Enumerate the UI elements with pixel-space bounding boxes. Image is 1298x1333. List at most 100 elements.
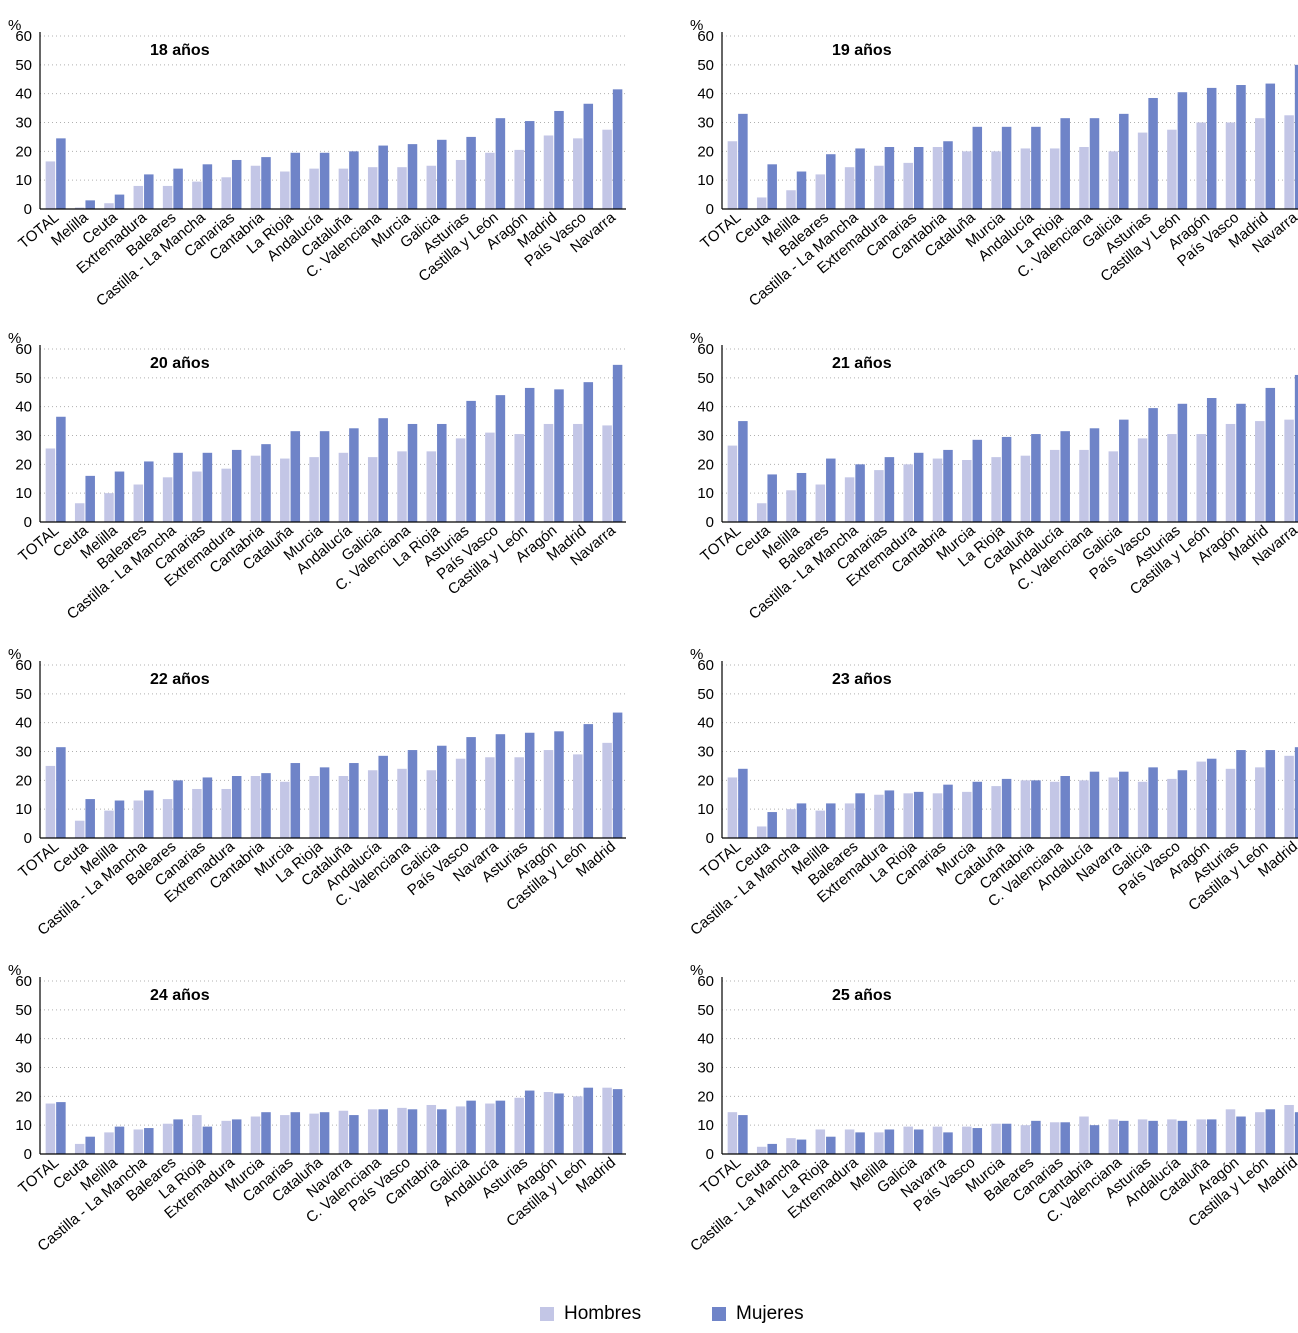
bar-mujeres (1294, 374, 1298, 522)
bar-mujeres (349, 763, 359, 838)
bar-mujeres (1148, 97, 1158, 209)
bar-mujeres (1089, 771, 1100, 838)
bar-hombres (74, 1143, 85, 1154)
bar-mujeres (524, 1090, 535, 1154)
bar-hombres (727, 1112, 738, 1154)
bar-mujeres (796, 803, 807, 838)
y-tick-label: 40 (697, 86, 714, 103)
y-tick-label: 10 (15, 1117, 32, 1134)
bar-mujeres (943, 449, 953, 522)
bar-mujeres (1206, 1119, 1217, 1154)
y-axis-label: % (8, 330, 21, 347)
y-tick-label: 40 (697, 399, 714, 416)
y-tick-label: 50 (15, 57, 32, 74)
bar-hombres (133, 185, 144, 209)
bar-hombres (1049, 449, 1060, 522)
y-tick-label: 0 (706, 514, 714, 531)
bar-hombres (1049, 1122, 1060, 1154)
bar-mujeres (466, 136, 476, 209)
y-tick-label: 40 (697, 1031, 714, 1048)
bar-hombres (309, 168, 319, 209)
bar-mujeres (855, 1132, 865, 1154)
bar-hombres (426, 1104, 437, 1154)
bar-hombres (309, 776, 319, 838)
bar-mujeres (612, 1089, 623, 1154)
bar-mujeres (202, 777, 213, 838)
bar-hombres (221, 788, 231, 838)
bar-hombres (397, 1107, 407, 1154)
y-tick-label: 30 (15, 744, 32, 761)
bar-hombres (543, 423, 554, 522)
bar-mujeres (826, 154, 836, 209)
bar-mujeres (972, 1128, 983, 1154)
bar-mujeres (884, 790, 895, 838)
y-tick-label: 50 (15, 686, 32, 703)
bar-mujeres (1265, 750, 1276, 838)
bar-hombres (756, 197, 767, 209)
y-tick-label: 50 (697, 57, 714, 74)
bar-hombres (250, 455, 261, 522)
bar-mujeres (767, 1143, 777, 1154)
bar-mujeres (1060, 431, 1070, 522)
bar-hombres (250, 1116, 261, 1154)
bar-mujeres (407, 1109, 418, 1154)
bar-hombres (45, 1103, 56, 1154)
bar-mujeres (943, 1132, 953, 1154)
bar-mujeres (1119, 771, 1129, 838)
bar-mujeres (495, 395, 506, 522)
bar-hombres (45, 161, 56, 209)
bar-mujeres (466, 737, 476, 838)
y-tick-label: 20 (15, 143, 32, 160)
bar-hombres (1225, 768, 1236, 838)
bar-hombres (192, 181, 202, 209)
y-tick-label: 50 (697, 1002, 714, 1019)
bar-hombres (514, 757, 524, 838)
y-tick-label: 10 (697, 485, 714, 502)
bar-hombres (991, 1123, 1001, 1154)
bar-mujeres (261, 444, 271, 522)
bar-hombres (1255, 767, 1265, 838)
bar-mujeres (1089, 1125, 1100, 1154)
bar-hombres (338, 776, 349, 838)
bar-hombres (932, 147, 943, 209)
bar-hombres (1167, 434, 1177, 522)
bar-mujeres (1294, 1112, 1298, 1154)
y-tick-label: 60 (15, 341, 32, 358)
bar-hombres (45, 765, 56, 838)
bar-mujeres (466, 400, 476, 522)
bar-mujeres (1265, 83, 1276, 209)
bar-mujeres (738, 768, 748, 838)
bar-hombres (602, 742, 612, 838)
bar-hombres (455, 438, 466, 522)
bar-hombres (1020, 780, 1031, 838)
bar-hombres (1108, 777, 1119, 838)
bar-mujeres (378, 418, 388, 522)
y-tick-label: 60 (697, 28, 714, 45)
bar-mujeres (114, 1126, 125, 1154)
bar-mujeres (1060, 776, 1070, 838)
bar-mujeres (319, 152, 330, 209)
bar-mujeres (202, 452, 213, 522)
legend-item-mujeres: Mujeres (712, 1303, 804, 1325)
bar-hombres (1137, 1119, 1148, 1154)
y-axis-label: % (690, 17, 703, 34)
bar-mujeres (1177, 770, 1188, 838)
bar-hombres (104, 810, 114, 838)
y-tick-label: 20 (697, 143, 714, 160)
bar-mujeres (144, 1128, 154, 1154)
bar-mujeres (767, 164, 777, 209)
bar-hombres (815, 1129, 826, 1154)
bar-mujeres (1148, 767, 1158, 838)
bar-mujeres (378, 1109, 388, 1154)
bar-mujeres (144, 174, 154, 209)
bar-hombres (991, 457, 1001, 522)
y-tick-label: 20 (697, 1088, 714, 1105)
bar-mujeres (1294, 64, 1298, 209)
bar-hombres (815, 810, 826, 838)
bar-mujeres (495, 1100, 506, 1154)
bar-hombres (1196, 122, 1206, 209)
bar-mujeres (583, 1087, 594, 1154)
bar-mujeres (583, 724, 594, 838)
bar-mujeres (349, 151, 359, 209)
y-axis-label: % (690, 646, 703, 663)
